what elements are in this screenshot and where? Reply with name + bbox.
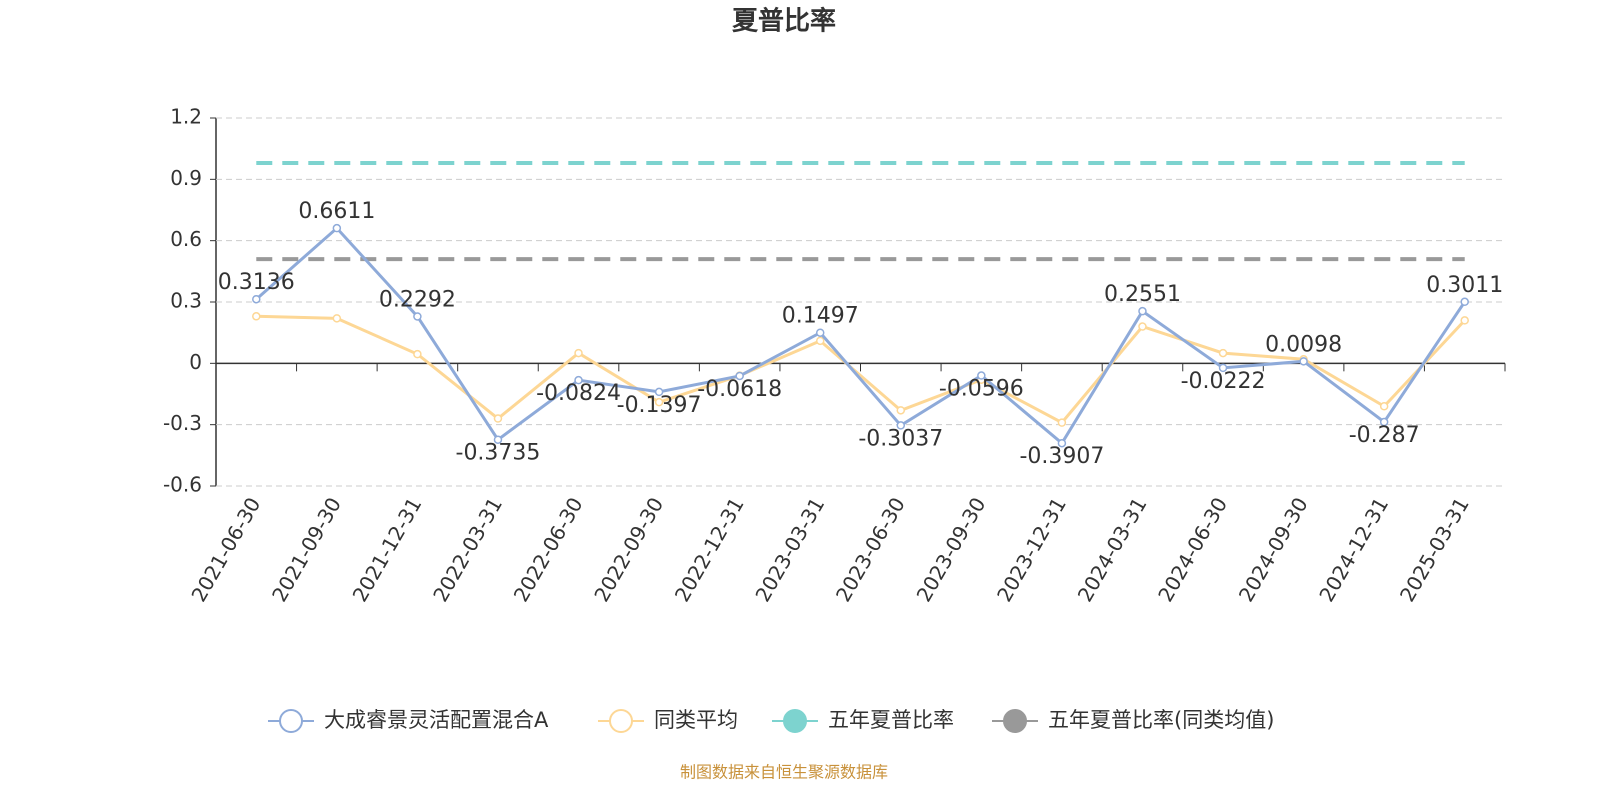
data-point (413, 349, 422, 359)
legend-label: 五年夏普比率(同类均值) (1048, 708, 1274, 732)
data-point (896, 406, 906, 415)
chart-title: 夏普比率 (732, 6, 836, 37)
data-point (1460, 316, 1469, 325)
x-tick-label: 2024-06-30 (1153, 493, 1232, 606)
legend-marker (279, 709, 303, 733)
y-tick-label: 0 (189, 350, 202, 374)
data-label: 0.2292 (379, 287, 456, 312)
series-line (256, 314, 1466, 425)
y-tick-label: 1.2 (170, 105, 202, 129)
legend-label: 大成睿景灵活配置混合A (324, 708, 549, 732)
data-label: 0.2551 (1104, 282, 1181, 307)
data-label: 0.0098 (1265, 332, 1342, 357)
data-label: 0.3136 (218, 270, 295, 295)
data-point (413, 312, 422, 321)
y-tick-label: -0.6 (163, 473, 202, 497)
data-point (332, 223, 342, 233)
legend-item: 五年夏普比率 (772, 708, 954, 733)
x-tick-label: 2022-06-30 (509, 493, 588, 606)
data-point (1299, 357, 1308, 366)
series-line (255, 226, 1466, 446)
x-tick-label: 2022-12-31 (670, 493, 749, 606)
data-point (1057, 418, 1067, 427)
x-tick-label: 2021-06-30 (186, 493, 265, 606)
data-point (1379, 402, 1389, 411)
x-tick-label: 2023-03-31 (750, 493, 829, 606)
data-point (574, 375, 583, 385)
data-point (252, 312, 261, 321)
x-tick-label: 2021-12-31 (348, 493, 427, 606)
data-label: -0.0824 (536, 381, 621, 406)
data-point (654, 387, 664, 397)
data-point (815, 336, 825, 346)
legend-item: 大成睿景灵活配置混合A (268, 708, 549, 733)
data-point (332, 314, 342, 323)
legend-marker (609, 709, 633, 733)
data-label: -0.0596 (939, 377, 1024, 402)
data-point (977, 371, 986, 380)
legend-label: 同类平均 (654, 708, 738, 732)
data-label: -0.3037 (858, 426, 943, 451)
data-point (252, 294, 261, 304)
x-tick-label: 2024-12-31 (1314, 493, 1393, 606)
data-point (1218, 363, 1228, 373)
data-point (815, 328, 825, 337)
data-label: -0.0222 (1181, 369, 1266, 394)
source-note: 制图数据来自恒生聚源数据库 (680, 763, 888, 782)
data-point (654, 397, 664, 407)
x-tick-label: 2024-03-31 (1073, 493, 1152, 606)
x-tick-label: 2023-09-30 (912, 493, 991, 606)
data-label: -0.0618 (697, 377, 782, 402)
legend-item: 五年夏普比率(同类均值) (992, 708, 1274, 733)
data-point (735, 371, 744, 381)
data-label: 0.3011 (1426, 273, 1503, 298)
data-label: -0.287 (1349, 423, 1420, 448)
data-label: -0.3735 (456, 441, 541, 466)
data-label: 0.6611 (298, 199, 375, 224)
data-point (1057, 438, 1067, 448)
data-point (1138, 306, 1147, 316)
data-point (896, 421, 906, 430)
legend-marker (1003, 709, 1027, 733)
data-point (1460, 297, 1469, 307)
x-tick-label: 2025-03-31 (1395, 493, 1474, 606)
data-point (1379, 417, 1389, 427)
legend-label: 五年夏普比率 (828, 708, 954, 732)
x-tick-label: 2024-09-30 (1234, 493, 1313, 606)
x-tick-label: 2023-12-31 (992, 493, 1071, 606)
data-point (1218, 348, 1228, 358)
data-point (574, 348, 583, 358)
data-label: 0.1497 (782, 304, 859, 329)
data-label: -0.1397 (617, 393, 702, 418)
x-tick-label: 2022-03-31 (428, 493, 507, 606)
y-tick-label: 0.3 (170, 289, 202, 313)
data-point (493, 414, 503, 423)
legend-marker (783, 709, 807, 733)
data-label: -0.3907 (1019, 444, 1104, 469)
y-tick-label: -0.3 (163, 411, 202, 435)
data-point (1138, 322, 1147, 331)
y-tick-label: 0.6 (170, 227, 202, 251)
y-tick-label: 0.9 (170, 166, 202, 190)
legend-item: 同类平均 (598, 708, 738, 733)
x-tick-label: 2022-09-30 (589, 493, 668, 606)
x-tick-label: 2023-06-30 (831, 493, 910, 606)
x-tick-label: 2021-09-30 (267, 493, 346, 606)
data-point (493, 435, 503, 444)
